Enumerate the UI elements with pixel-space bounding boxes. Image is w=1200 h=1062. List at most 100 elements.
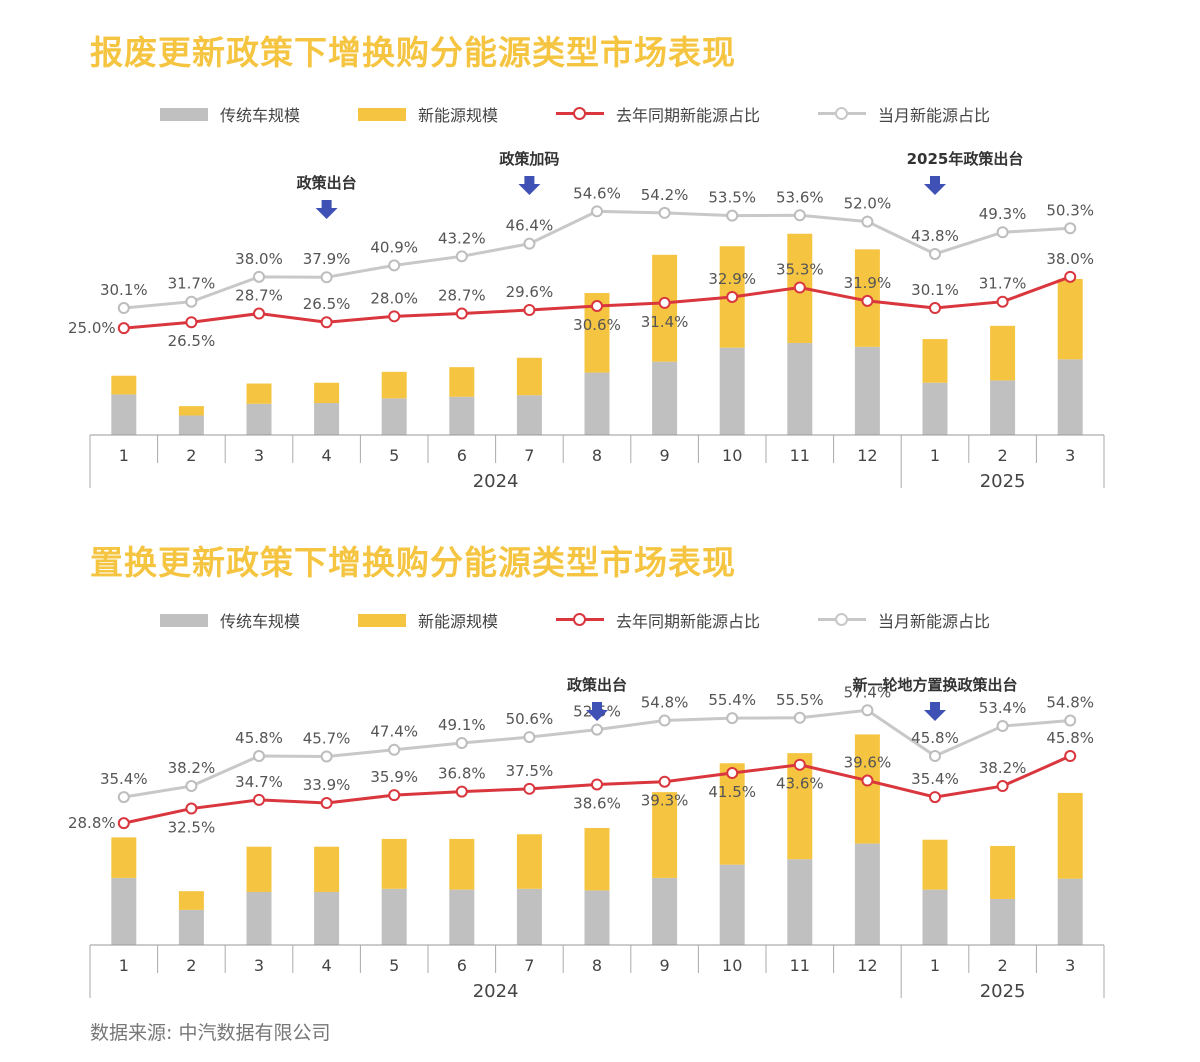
- legend-nev-label: 新能源规模: [418, 106, 499, 125]
- x-tick-label: 12: [857, 446, 877, 465]
- x-tick-label: 9: [660, 956, 670, 975]
- label-this-month-3: 45.7%: [303, 729, 351, 747]
- legend-this-month: 当月新能源占比: [818, 608, 990, 632]
- point-this-month-11: [861, 215, 874, 228]
- label-last-year-8: 39.3%: [641, 792, 689, 810]
- label-last-year-7: 38.6%: [573, 794, 621, 812]
- bar-traditional-6: [516, 395, 542, 435]
- bar-traditional-3: [314, 891, 340, 945]
- point-last-year-8: [658, 296, 671, 309]
- label-last-year-5: 36.8%: [438, 765, 486, 783]
- annotation-arrow-0: [586, 702, 608, 721]
- bar-traditional-1: [178, 909, 204, 945]
- point-last-year-7: [591, 300, 603, 313]
- bar-traditional-2: [246, 403, 272, 435]
- label-last-year-4: 28.0%: [370, 289, 418, 307]
- label-this-month-12: 45.8%: [911, 729, 959, 747]
- point-this-month-5: [455, 737, 468, 750]
- label-this-month-5: 43.2%: [438, 229, 486, 247]
- bar-traditional-11: [854, 843, 880, 945]
- label-this-month-8: 54.2%: [641, 186, 689, 204]
- legend-last-year-label: 去年同期新能源占比: [616, 106, 761, 125]
- legend-nev-swatch: [358, 107, 407, 121]
- point-this-month-4: [388, 259, 401, 272]
- bar-traditional-0: [111, 394, 137, 435]
- point-last-year-11: [861, 774, 874, 787]
- x-tick-label: 10: [722, 446, 742, 465]
- point-this-month-3: [320, 271, 333, 284]
- annotation-arrow-1: [518, 176, 541, 195]
- legend-traditional-label: 传统车规模: [220, 106, 301, 125]
- bar-traditional-10: [787, 859, 813, 945]
- label-last-year-12: 30.1%: [911, 281, 959, 299]
- label-last-year-14: 45.8%: [1046, 729, 1094, 747]
- x-tick-label: 3: [1065, 446, 1075, 465]
- bar-traditional-7: [584, 372, 610, 435]
- annotation-label-0: 政策出台: [297, 174, 357, 192]
- bar-traditional-11: [854, 346, 880, 435]
- point-this-month-0: [117, 791, 130, 804]
- bar-nev-14: [1057, 279, 1083, 360]
- label-last-year-11: 31.9%: [844, 274, 892, 292]
- label-last-year-4: 35.9%: [370, 768, 418, 786]
- point-this-month-1: [185, 295, 198, 308]
- point-last-year-3: [320, 316, 333, 329]
- label-this-month-2: 45.8%: [235, 729, 283, 747]
- label-this-month-9: 53.5%: [708, 189, 756, 207]
- point-this-month-10: [793, 711, 806, 724]
- point-last-year-4: [388, 310, 401, 323]
- label-last-year-10: 35.3%: [776, 261, 824, 279]
- legend-last-year: 去年同期新能源占比: [556, 102, 760, 126]
- label-this-month-12: 43.8%: [911, 227, 959, 245]
- point-this-month-7: [591, 205, 603, 218]
- point-this-month-9: [726, 209, 739, 222]
- x-tick-label: 2: [998, 446, 1008, 465]
- point-this-month-14: [1064, 714, 1077, 727]
- bar-traditional-9: [719, 347, 745, 435]
- label-this-month-0: 30.1%: [100, 281, 148, 299]
- x-tick-label: 3: [1065, 956, 1075, 975]
- point-last-year-1: [185, 802, 198, 815]
- label-this-month-2: 38.0%: [235, 250, 283, 268]
- x-tick-label: 12: [857, 956, 877, 975]
- label-this-month-13: 53.4%: [979, 699, 1027, 717]
- x-tick-label: 2: [186, 956, 196, 975]
- chart1-title: 报废更新政策下增换购分能源类型市场表现: [90, 33, 736, 72]
- point-last-year-9: [726, 767, 739, 780]
- x-tick-label: 2: [186, 446, 196, 465]
- label-last-year-8: 31.4%: [641, 313, 689, 331]
- bar-traditional-7: [584, 890, 610, 945]
- legend-this-month: 当月新能源占比: [818, 102, 990, 126]
- label-last-year-0: 25.0%: [68, 319, 116, 337]
- label-this-month-11: 57.4%: [844, 683, 892, 701]
- label-this-month-7: 54.6%: [573, 184, 621, 202]
- bar-traditional-10: [787, 342, 813, 435]
- chart2-title: 置换更新政策下增换购分能源类型市场表现: [90, 543, 736, 582]
- point-last-year-13: [996, 295, 1009, 308]
- legend-traditional: 传统车规模: [160, 102, 300, 126]
- legend-last-year-label: 去年同期新能源占比: [616, 612, 761, 631]
- point-last-year-0: [117, 817, 130, 830]
- x-tick-label: 1: [119, 446, 129, 465]
- bar-nev-0: [111, 837, 137, 878]
- annotation-arrow-0: [315, 200, 338, 219]
- legend-nev-label: 新能源规模: [418, 612, 499, 631]
- bar-traditional-1: [178, 415, 204, 435]
- point-last-year-14: [1064, 270, 1077, 283]
- label-last-year-7: 30.6%: [573, 316, 621, 334]
- point-this-month-2: [253, 270, 265, 283]
- bar-traditional-2: [246, 891, 272, 945]
- point-last-year-5: [455, 785, 468, 798]
- point-last-year-0: [117, 322, 130, 335]
- legend-this-month-label: 当月新能源占比: [878, 612, 991, 631]
- point-this-month-2: [253, 750, 265, 763]
- bar-nev-0: [111, 375, 137, 395]
- annotation-label-1: 政策加码: [499, 150, 559, 168]
- legend-this-month-label: 当月新能源占比: [878, 106, 991, 125]
- label-this-month-6: 50.6%: [506, 710, 554, 728]
- point-last-year-12: [929, 791, 941, 804]
- point-this-month-8: [658, 714, 671, 727]
- label-last-year-3: 26.5%: [303, 295, 351, 313]
- legend-traditional-label: 传统车规模: [220, 612, 301, 631]
- point-last-year-2: [253, 793, 265, 806]
